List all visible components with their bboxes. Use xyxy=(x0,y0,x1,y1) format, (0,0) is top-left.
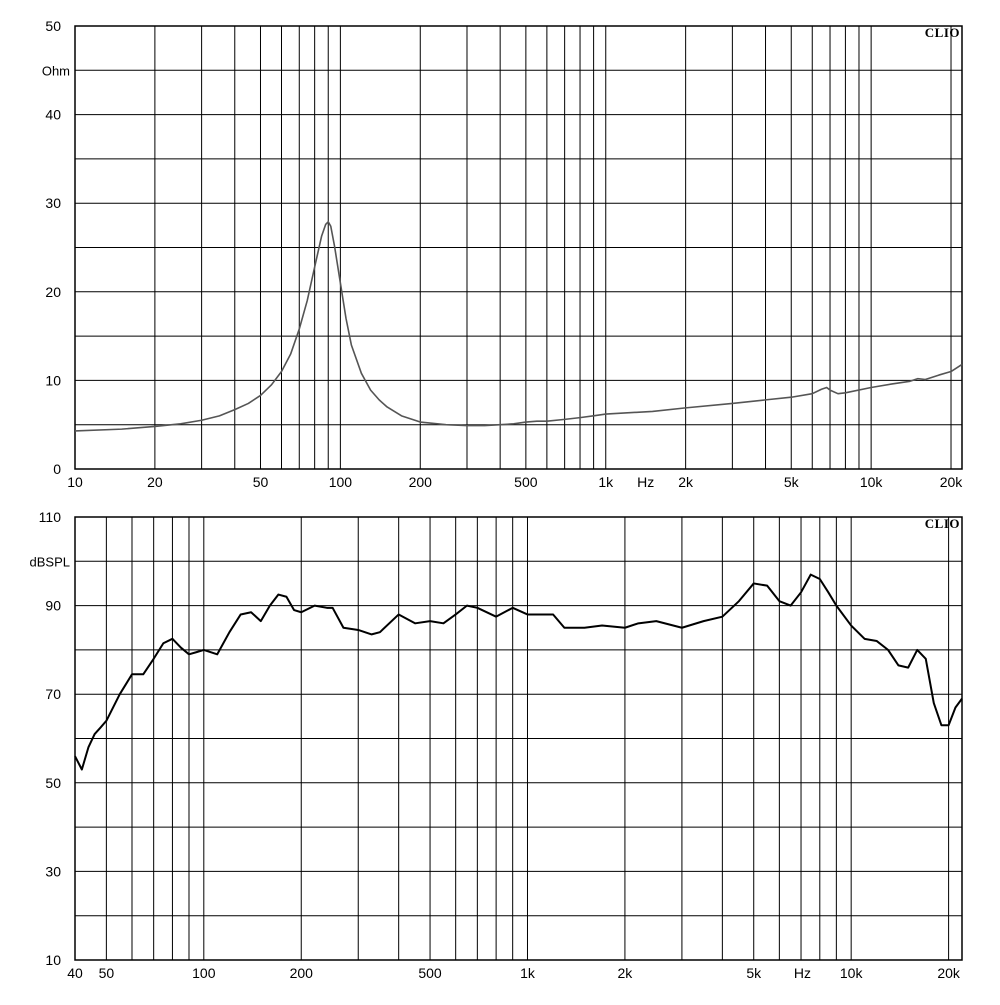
impedance-y-tick-label: 40 xyxy=(45,107,61,123)
impedance-x-tick-label: 50 xyxy=(253,474,269,490)
impedance-series-line xyxy=(74,221,963,432)
spl-x-tick-label: 40 xyxy=(67,965,83,981)
impedance-x-tick-label: 10k xyxy=(860,474,884,490)
impedance-y-axis-label: Ohm xyxy=(42,63,70,78)
impedance-y-tick-label: 50 xyxy=(45,18,61,34)
spl-x-axis-label: Hz xyxy=(794,965,811,981)
impedance-x-tick-label: 1k xyxy=(598,474,614,490)
spl-y-tick-label: 30 xyxy=(45,863,61,879)
impedance-x-tick-label: 200 xyxy=(409,474,433,490)
spl-series-line xyxy=(74,573,963,771)
impedance-chart: 0 10 20 30 40 50 Ohm 10 20 50 100 200 500 1k 2k 5k 10k 20… xyxy=(42,18,963,490)
spl-y-tick-label: 90 xyxy=(45,598,61,614)
impedance-x-tick-label: 5k xyxy=(784,474,800,490)
impedance-x-tick-label: 2k xyxy=(678,474,694,490)
impedance-y-tick-label: 20 xyxy=(45,284,61,300)
spl-y-tick-label: 50 xyxy=(45,775,61,791)
impedance-x-tick-label: 20 xyxy=(147,474,163,490)
spl-x-tick-label: 100 xyxy=(192,965,216,981)
impedance-x-tick-label: 100 xyxy=(329,474,353,490)
impedance-y-tick-label: 30 xyxy=(45,195,61,211)
impedance-x-tick-label: 500 xyxy=(514,474,538,490)
spl-x-tick-label: 2k xyxy=(618,965,634,981)
spl-x-tick-label: 10k xyxy=(840,965,864,981)
spl-x-tick-label: 20k xyxy=(937,965,961,981)
spl-y-axis-label: dBSPL xyxy=(30,554,70,569)
impedance-y-tick-label: 0 xyxy=(53,461,61,477)
spl-y-tick-label: 70 xyxy=(45,686,61,702)
spl-x-tick-label: 5k xyxy=(746,965,762,981)
impedance-grid xyxy=(75,25,962,470)
spl-chart: 10 30 50 70 90 110 dBSPL 40 50 100 200 500 1k 2k 5k 10k… xyxy=(30,509,963,981)
impedance-clio-watermark: CLIO xyxy=(925,25,960,40)
impedance-x-tick-label: 20k xyxy=(940,474,964,490)
impedance-x-axis-label: Hz xyxy=(637,474,654,490)
spl-x-tick-label: 500 xyxy=(418,965,442,981)
spl-y-tick-label: 110 xyxy=(39,509,62,525)
impedance-x-tick-label: 10 xyxy=(67,474,83,490)
spl-x-tick-label: 200 xyxy=(290,965,314,981)
spl-clio-watermark: CLIO xyxy=(925,516,960,531)
impedance-y-tick-label: 10 xyxy=(45,372,61,388)
spl-grid xyxy=(75,516,962,961)
impedance-plot-frame xyxy=(74,25,963,470)
spl-y-tick-label: 10 xyxy=(45,952,61,968)
spl-plot-frame xyxy=(74,516,963,961)
spl-x-tick-label: 50 xyxy=(99,965,115,981)
spl-x-tick-label: 1k xyxy=(520,965,536,981)
